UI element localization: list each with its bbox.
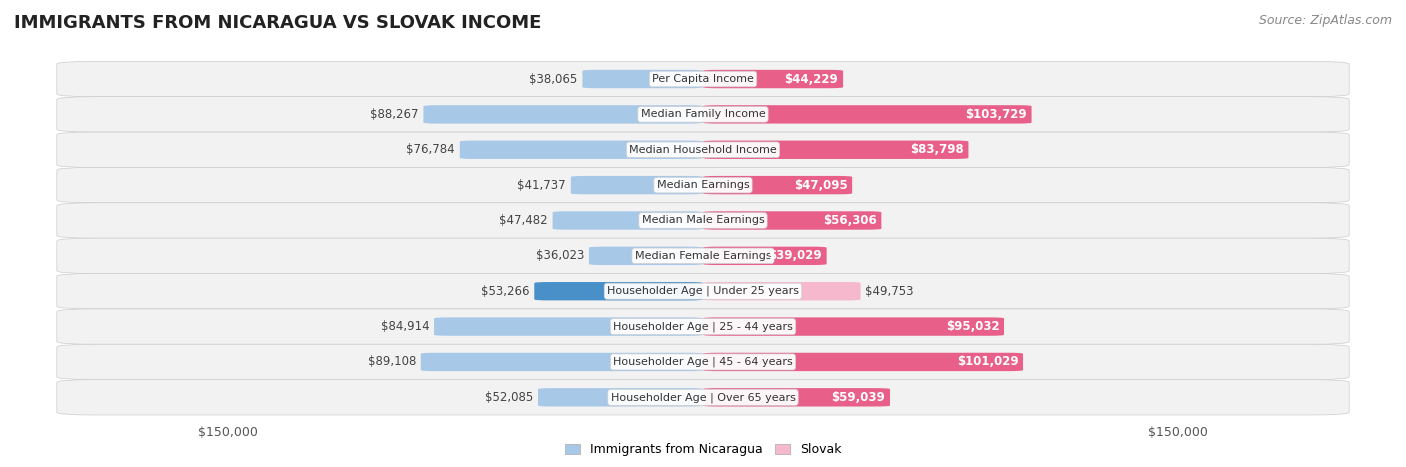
- FancyBboxPatch shape: [703, 176, 852, 194]
- Text: $103,729: $103,729: [965, 108, 1026, 121]
- Text: $84,914: $84,914: [381, 320, 429, 333]
- Text: $76,784: $76,784: [406, 143, 456, 156]
- Text: $89,108: $89,108: [367, 355, 416, 368]
- FancyBboxPatch shape: [56, 203, 1350, 238]
- FancyBboxPatch shape: [56, 132, 1350, 168]
- FancyBboxPatch shape: [423, 105, 703, 124]
- Text: Median Family Income: Median Family Income: [641, 109, 765, 120]
- FancyBboxPatch shape: [420, 353, 703, 371]
- Text: $44,229: $44,229: [785, 72, 838, 85]
- FancyBboxPatch shape: [434, 318, 703, 336]
- Text: Median Household Income: Median Household Income: [628, 145, 778, 155]
- Text: $59,039: $59,039: [831, 391, 886, 404]
- Text: Householder Age | 25 - 44 years: Householder Age | 25 - 44 years: [613, 321, 793, 332]
- Text: Median Male Earnings: Median Male Earnings: [641, 215, 765, 226]
- FancyBboxPatch shape: [589, 247, 703, 265]
- FancyBboxPatch shape: [703, 318, 1004, 336]
- Text: $39,029: $39,029: [768, 249, 823, 262]
- Text: $47,095: $47,095: [793, 178, 848, 191]
- FancyBboxPatch shape: [56, 309, 1350, 344]
- Text: $53,266: $53,266: [481, 285, 530, 298]
- Text: Per Capita Income: Per Capita Income: [652, 74, 754, 84]
- Text: $47,482: $47,482: [499, 214, 548, 227]
- FancyBboxPatch shape: [538, 388, 703, 406]
- Text: $83,798: $83,798: [910, 143, 963, 156]
- Text: Householder Age | Over 65 years: Householder Age | Over 65 years: [610, 392, 796, 403]
- FancyBboxPatch shape: [56, 380, 1350, 415]
- FancyBboxPatch shape: [553, 211, 703, 230]
- Text: $101,029: $101,029: [956, 355, 1018, 368]
- FancyBboxPatch shape: [703, 70, 844, 88]
- FancyBboxPatch shape: [703, 141, 969, 159]
- Text: $36,023: $36,023: [536, 249, 583, 262]
- FancyBboxPatch shape: [56, 168, 1350, 203]
- FancyBboxPatch shape: [582, 70, 703, 88]
- Text: $95,032: $95,032: [946, 320, 1000, 333]
- Text: Median Earnings: Median Earnings: [657, 180, 749, 190]
- Text: $88,267: $88,267: [370, 108, 419, 121]
- Text: IMMIGRANTS FROM NICARAGUA VS SLOVAK INCOME: IMMIGRANTS FROM NICARAGUA VS SLOVAK INCO…: [14, 14, 541, 32]
- FancyBboxPatch shape: [703, 388, 890, 406]
- FancyBboxPatch shape: [56, 344, 1350, 380]
- FancyBboxPatch shape: [703, 282, 860, 300]
- FancyBboxPatch shape: [703, 353, 1024, 371]
- FancyBboxPatch shape: [703, 247, 827, 265]
- Text: Median Female Earnings: Median Female Earnings: [634, 251, 772, 261]
- Legend: Immigrants from Nicaragua, Slovak: Immigrants from Nicaragua, Slovak: [560, 439, 846, 461]
- Text: $52,085: $52,085: [485, 391, 533, 404]
- FancyBboxPatch shape: [460, 141, 703, 159]
- FancyBboxPatch shape: [703, 105, 1032, 124]
- FancyBboxPatch shape: [56, 61, 1350, 97]
- Text: Source: ZipAtlas.com: Source: ZipAtlas.com: [1258, 14, 1392, 27]
- Text: Householder Age | 45 - 64 years: Householder Age | 45 - 64 years: [613, 357, 793, 367]
- FancyBboxPatch shape: [56, 97, 1350, 132]
- Text: Householder Age | Under 25 years: Householder Age | Under 25 years: [607, 286, 799, 297]
- Text: $41,737: $41,737: [517, 178, 567, 191]
- FancyBboxPatch shape: [56, 238, 1350, 274]
- FancyBboxPatch shape: [534, 282, 703, 300]
- Text: $38,065: $38,065: [530, 72, 578, 85]
- Text: $49,753: $49,753: [865, 285, 914, 298]
- FancyBboxPatch shape: [571, 176, 703, 194]
- FancyBboxPatch shape: [56, 274, 1350, 309]
- FancyBboxPatch shape: [703, 211, 882, 230]
- Text: $56,306: $56,306: [823, 214, 876, 227]
